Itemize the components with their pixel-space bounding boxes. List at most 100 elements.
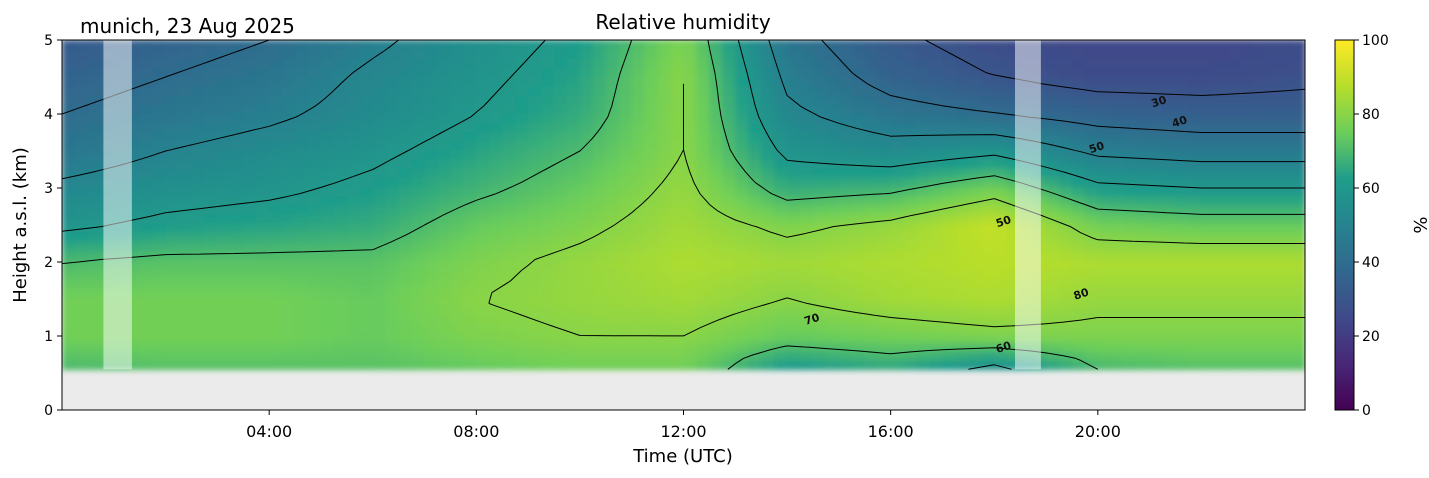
heat-cell [1162, 268, 1177, 279]
heat-cell [1162, 332, 1177, 343]
heat-cell [1071, 149, 1086, 160]
heat-cell [1059, 149, 1073, 160]
heat-cell [359, 250, 374, 261]
heat-cell [152, 287, 167, 297]
heat-cell [1214, 85, 1229, 96]
heat-cell [657, 314, 672, 325]
heat-cell [1266, 360, 1280, 371]
heat-cell [981, 149, 995, 160]
heat-cell [359, 305, 374, 316]
heat-cell [359, 67, 374, 78]
heat-cell [605, 241, 620, 252]
heat-cell [838, 195, 853, 206]
heat-cell [515, 287, 529, 297]
heat-cell [489, 351, 503, 361]
heat-cell [825, 305, 840, 316]
heat-cell [515, 241, 529, 252]
heat-cell [1046, 222, 1060, 233]
heat-cell [139, 323, 154, 334]
heat-cell [1266, 195, 1280, 206]
heat-cell [631, 113, 646, 124]
heat-cell [243, 122, 257, 133]
heat-cell [968, 296, 983, 306]
heat-cell [696, 341, 711, 352]
x-tick-label: 12:00 [660, 422, 706, 441]
heat-cell [916, 259, 931, 270]
heat-cell [1253, 49, 1267, 59]
heat-cell [528, 67, 542, 78]
heat-cell [644, 213, 659, 224]
heat-cell [385, 158, 400, 169]
heat-cell [748, 332, 762, 343]
heat-cell [890, 287, 905, 297]
heat-cell [1097, 332, 1112, 343]
heat-cell [308, 131, 322, 142]
heat-cell [864, 204, 879, 215]
heat-cell [1097, 85, 1112, 96]
heat-cell [321, 204, 335, 215]
heat-cell [191, 76, 206, 87]
heat-cell [424, 76, 439, 87]
heat-cell [1227, 241, 1241, 252]
heat-cell [1188, 232, 1203, 242]
heat-cell [74, 131, 89, 142]
heat-cell [1214, 67, 1229, 78]
heat-cell [735, 259, 749, 270]
heat-cell [463, 287, 478, 297]
heat-cell [709, 85, 724, 96]
heat-cell [398, 158, 413, 169]
heat-cell [1071, 268, 1086, 279]
heat-cell [1123, 241, 1138, 252]
heat-cell [359, 140, 374, 151]
heat-cell [372, 323, 387, 334]
heat-cell [282, 259, 296, 270]
heat-cell [256, 332, 270, 343]
heat-cell [631, 360, 646, 371]
heat-cell [1201, 113, 1216, 124]
heat-cell [74, 204, 89, 215]
heat-cell [1227, 305, 1241, 316]
heat-cell [398, 104, 413, 114]
heat-cell [1266, 323, 1280, 334]
heat-cell [191, 58, 206, 69]
heat-cell [851, 323, 866, 334]
heat-cell [152, 360, 167, 371]
heat-cell [735, 360, 749, 371]
heat-cell [1046, 296, 1060, 306]
heat-cell [217, 259, 232, 270]
heat-cell [411, 296, 426, 306]
heat-cell [489, 341, 503, 352]
heat-cell [968, 351, 983, 361]
heat-cell [165, 158, 180, 169]
heat-cell [709, 241, 724, 252]
heat-cell [178, 204, 193, 215]
heat-cell [942, 351, 957, 361]
heat-cell [385, 314, 400, 325]
heat-cell [1123, 232, 1138, 242]
heat-cell [424, 241, 439, 252]
heat-cell [295, 287, 309, 297]
heat-cell [554, 268, 568, 279]
heat-cell [1292, 360, 1305, 371]
heat-cell [476, 332, 490, 343]
heat-cell [605, 360, 620, 371]
heat-cell [282, 195, 296, 206]
heat-cell [333, 332, 348, 343]
heat-cell [502, 168, 516, 178]
heat-cell [942, 94, 957, 105]
heat-cell [942, 113, 957, 124]
heat-cell [87, 49, 102, 59]
heat-cell [269, 94, 283, 105]
heat-cell [191, 222, 206, 233]
heat-cell [955, 131, 970, 142]
heat-cell [1253, 113, 1267, 124]
heat-cell [1188, 250, 1203, 261]
heat-cell [1175, 277, 1190, 288]
heat-cell [165, 204, 180, 215]
heat-cell [864, 241, 879, 252]
heat-cell [1175, 58, 1190, 69]
heat-cell [748, 232, 762, 242]
heat-cell [942, 168, 957, 178]
heat-cell [1162, 259, 1177, 270]
